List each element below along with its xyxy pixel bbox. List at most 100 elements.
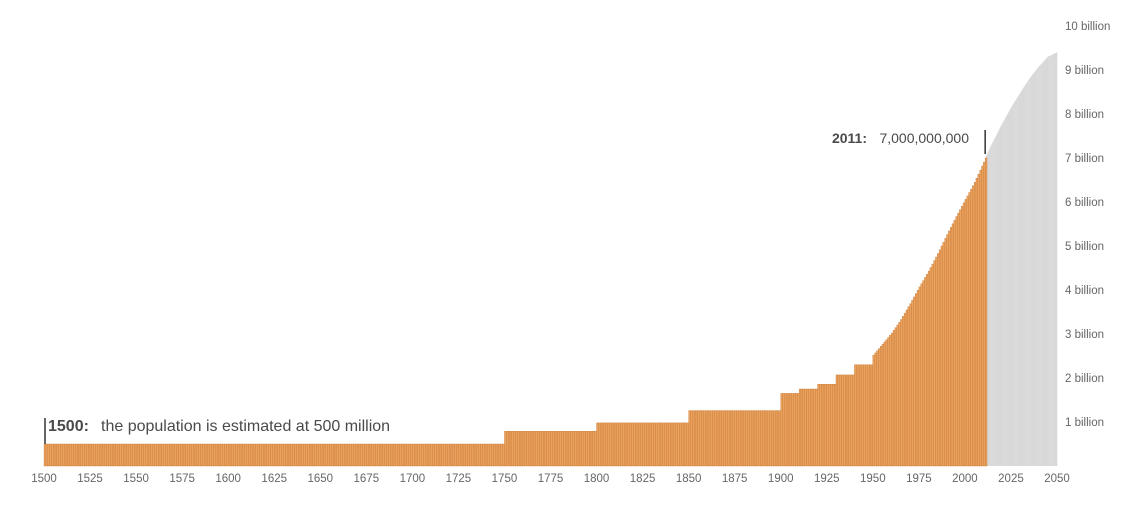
population-bar xyxy=(174,443,177,467)
population-bar xyxy=(653,422,656,467)
population-bar xyxy=(743,410,746,467)
population-bar xyxy=(972,185,975,467)
population-bar xyxy=(736,410,739,467)
population-bar xyxy=(601,422,605,467)
x-tick-label: 1700 xyxy=(400,473,426,485)
population-bar xyxy=(399,443,402,467)
population-bar xyxy=(684,422,687,467)
population-bar xyxy=(292,443,295,467)
population-bar xyxy=(883,341,886,467)
population-bar xyxy=(452,443,455,467)
population-bar xyxy=(867,364,870,467)
population-bar xyxy=(460,443,463,467)
population-bar xyxy=(973,182,977,467)
population-bar xyxy=(852,374,855,467)
population-bar xyxy=(513,431,516,467)
population-bar xyxy=(362,443,365,467)
projection-layer xyxy=(984,52,1058,467)
population-bar xyxy=(640,422,643,467)
population-bar xyxy=(439,443,443,467)
population-bar xyxy=(655,422,658,467)
population-bar xyxy=(576,431,579,467)
population-bar xyxy=(134,443,137,467)
population-bar xyxy=(485,443,489,467)
population-bar xyxy=(577,431,581,467)
population-bar xyxy=(747,410,750,467)
population-bar xyxy=(944,238,947,467)
population-bar xyxy=(132,443,135,467)
population-bar xyxy=(896,324,899,467)
x-tick-label: 1900 xyxy=(768,473,794,485)
population-bar xyxy=(693,410,697,467)
population-bar xyxy=(474,443,478,467)
population-bar xyxy=(207,443,210,467)
population-bar xyxy=(856,364,859,467)
population-bar xyxy=(329,443,332,467)
population-bar xyxy=(95,443,98,467)
population-bar xyxy=(286,443,290,467)
population-bar xyxy=(294,443,297,467)
population-bar xyxy=(110,443,113,467)
population-bar xyxy=(808,388,811,467)
population-bar xyxy=(951,223,955,467)
population-bar xyxy=(198,443,201,467)
population-bar xyxy=(738,410,741,467)
population-bar xyxy=(522,431,525,467)
population-bar xyxy=(658,422,662,467)
population-bar xyxy=(618,422,621,467)
population-bar xyxy=(587,431,590,467)
population-bar xyxy=(316,443,319,467)
population-bar xyxy=(688,410,691,467)
population-bar xyxy=(717,410,721,467)
population-bar xyxy=(281,443,284,467)
population-bar xyxy=(111,443,115,467)
population-bar xyxy=(491,443,494,467)
population-bar xyxy=(106,443,109,467)
population-bar xyxy=(891,332,894,467)
population-bar xyxy=(703,410,706,467)
population-bar xyxy=(662,422,665,467)
y-axis: 1 billion 2 billion 3 billion 4 billion 5 bi… xyxy=(1065,21,1110,429)
population-bar xyxy=(215,443,218,467)
population-bar xyxy=(119,443,122,467)
population-bar xyxy=(145,443,148,467)
population-bar xyxy=(71,443,74,467)
y-tick-label: 5 billion xyxy=(1065,241,1104,253)
population-bar xyxy=(305,443,308,467)
population-bar xyxy=(966,195,969,467)
population-bar xyxy=(437,443,441,467)
population-bar xyxy=(268,443,271,467)
population-bar xyxy=(616,422,619,467)
population-bar xyxy=(876,350,879,467)
population-bar xyxy=(519,431,522,467)
population-bar xyxy=(528,431,531,467)
population-bar xyxy=(961,206,964,467)
population-bar xyxy=(239,443,242,467)
population-bar xyxy=(909,303,912,467)
population-bar xyxy=(167,443,170,467)
population-bar xyxy=(837,374,840,467)
population-bar xyxy=(589,431,592,467)
population-bar xyxy=(942,241,945,467)
population-bar xyxy=(620,422,623,467)
population-bar xyxy=(701,410,704,467)
population-bar xyxy=(905,309,908,467)
population-bar xyxy=(627,422,630,467)
population-bar xyxy=(54,443,58,467)
population-bar xyxy=(968,192,971,467)
population-bar xyxy=(850,374,853,467)
population-bar xyxy=(436,443,439,467)
population-bar xyxy=(612,422,616,467)
population-bar xyxy=(93,443,96,467)
population-bar xyxy=(806,388,809,467)
population-bar xyxy=(609,422,612,467)
population-bar xyxy=(432,443,435,467)
population-bar xyxy=(682,422,686,467)
population-bar xyxy=(798,388,802,467)
population-bar xyxy=(471,443,474,467)
population-bar xyxy=(811,388,815,467)
population-bar xyxy=(778,410,781,467)
population-bar xyxy=(69,443,72,467)
population-bar xyxy=(719,410,722,467)
